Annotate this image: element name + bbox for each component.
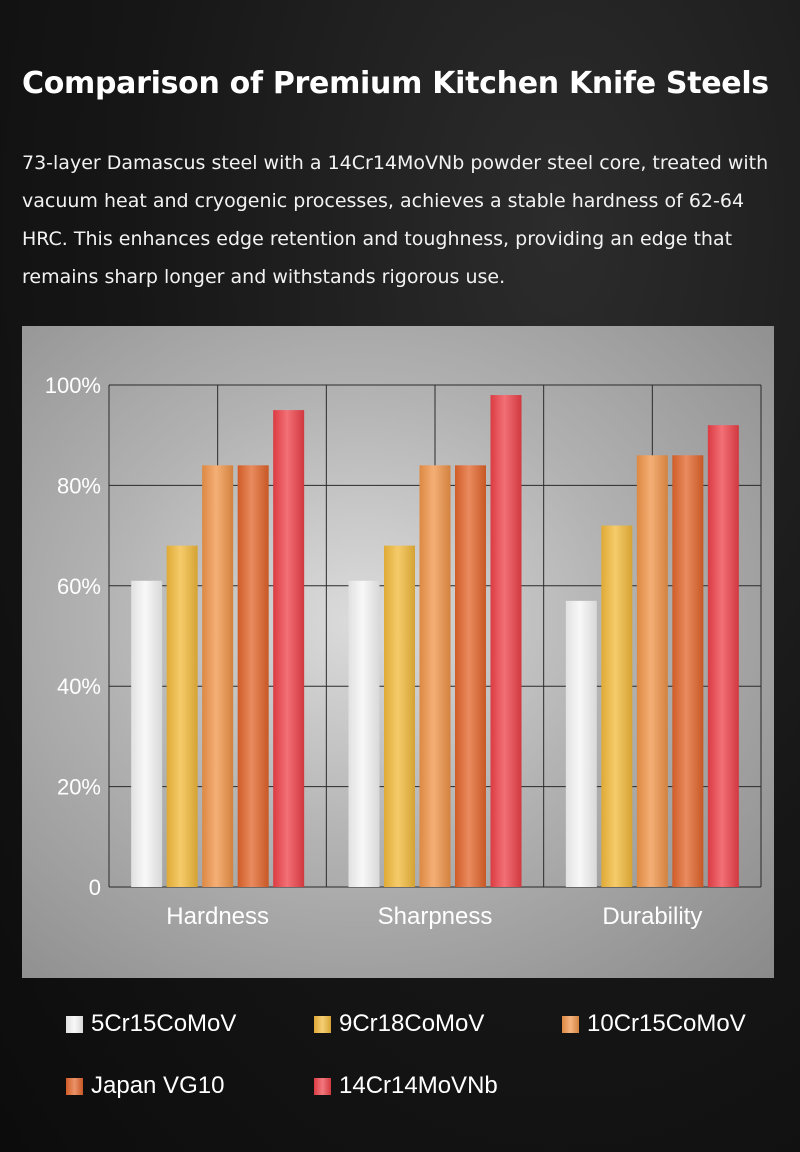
- y-tick-label: 40%: [57, 674, 101, 699]
- bar: [384, 545, 415, 887]
- bar-chart: 0 20% 40% 60% 80% 100% Hardness Sharpness Durabi…: [22, 326, 774, 978]
- legend-swatch: [66, 1015, 83, 1033]
- chart-svg: 0 20% 40% 60% 80% 100% Hardness Sharpness Durabi…: [45, 373, 762, 930]
- bar: [131, 580, 163, 887]
- bar: [273, 410, 305, 887]
- x-tick-label: Hardness: [166, 903, 269, 930]
- legend-item: Japan VG10: [66, 1072, 224, 1100]
- legend-label: 5Cr15CoMoV: [91, 1010, 237, 1037]
- legend-item: 14Cr14MoVNb: [314, 1072, 498, 1100]
- bar: [490, 395, 522, 887]
- bar: [348, 580, 380, 887]
- legend-label: 14Cr14MoVNb: [339, 1072, 498, 1099]
- x-tick-label: Sharpness: [378, 903, 493, 930]
- legend-label: 10Cr15CoMoV: [587, 1010, 746, 1037]
- legend-item: 10Cr15CoMoV: [562, 1010, 746, 1038]
- y-tick-label: 100%: [45, 373, 101, 398]
- bar: [202, 465, 234, 887]
- legend-label: 9Cr18CoMoV: [339, 1010, 485, 1037]
- y-tick-label: 80%: [57, 473, 101, 498]
- bar: [419, 465, 451, 887]
- y-tick-label: 60%: [57, 574, 101, 599]
- description-text: 73-layer Damascus steel with a 14Cr14MoV…: [22, 152, 769, 288]
- bar: [237, 465, 269, 887]
- legend-swatch: [314, 1015, 331, 1033]
- y-tick-label: 0: [89, 875, 101, 900]
- bar: [707, 425, 739, 887]
- bar: [601, 525, 633, 887]
- chart-legend: 5Cr15CoMoV 9Cr18CoMoV 10Cr15CoMoV Japan VG1…: [66, 1010, 786, 1120]
- legend-item: 9Cr18CoMoV: [314, 1010, 484, 1038]
- legend-swatch: [314, 1077, 331, 1095]
- legend-swatch: [562, 1015, 579, 1033]
- bar: [672, 455, 704, 887]
- page-title: Comparison of Premium Kitchen Knife Stee…: [22, 66, 769, 101]
- bar: [166, 545, 198, 887]
- bar: [565, 600, 597, 887]
- legend-item: 5Cr15CoMoV: [66, 1010, 236, 1038]
- x-tick-label: Durability: [602, 903, 702, 930]
- bar: [455, 465, 486, 887]
- legend-label: Japan VG10: [91, 1072, 225, 1099]
- y-tick-label: 20%: [57, 775, 101, 800]
- legend-swatch: [66, 1077, 83, 1095]
- bar: [636, 455, 668, 887]
